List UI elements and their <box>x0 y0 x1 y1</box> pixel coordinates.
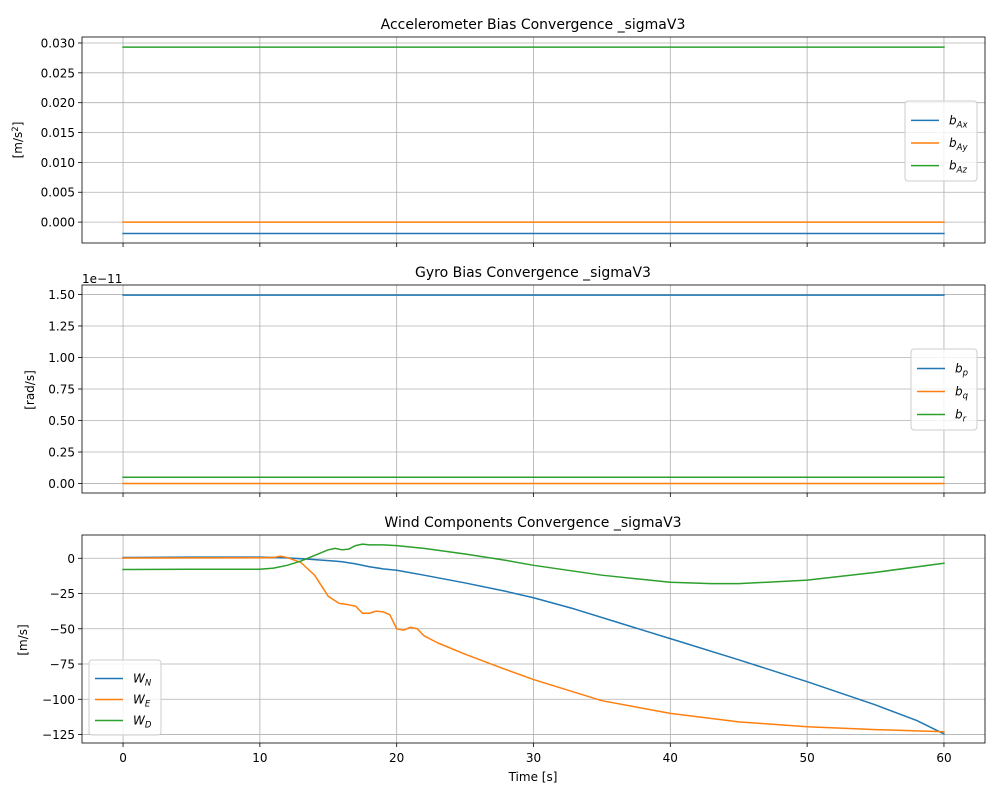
y-axis-label: [rad/s] <box>23 370 37 410</box>
chart-title: Gyro Bias Convergence _sigmaV3 <box>415 265 651 281</box>
legend: WN WE WD <box>88 659 162 736</box>
x-axis-label: Time [s] <box>508 770 558 784</box>
y-tick-label: −25 <box>50 587 75 601</box>
legend-label-bAz: bAz <box>949 159 967 176</box>
y-tick-label: −75 <box>50 658 75 672</box>
y-tick-label: −125 <box>42 728 75 742</box>
y-tick-label: 0.00 <box>48 477 75 491</box>
y-tick-label: 0.25 <box>48 446 75 460</box>
x-tick-label: 40 <box>663 751 678 765</box>
y-tick-label: 0.000 <box>41 216 75 230</box>
y-tick-label: −100 <box>42 693 75 707</box>
chart-title: Accelerometer Bias Convergence _sigmaV3 <box>381 17 686 33</box>
y-axis-label: [m/s] <box>16 624 30 655</box>
y-axis-offset-label: 1e−11 <box>82 272 122 286</box>
x-tick-label: 20 <box>389 751 404 765</box>
ticks: 0.00 0.25 0.50 0.75 1.00 1.25 1.50 <box>48 288 945 497</box>
chart-title: Wind Components Convergence _sigmaV3 <box>384 515 681 531</box>
legend-frame <box>910 348 978 431</box>
ticks: 0.000 0.005 0.010 0.015 0.020 0.025 0.030 <box>41 36 945 247</box>
y-tick-label: 0.025 <box>41 66 75 80</box>
y-axis-label-end: ] <box>11 122 25 127</box>
gyro-bias-panel: Gyro Bias Convergence _sigmaV3 1e−11 [ra… <box>23 265 986 497</box>
y-tick-label: 0.010 <box>41 156 75 170</box>
series-group <box>122 46 945 235</box>
wind-components-panel: Wind Components Convergence _sigmaV3 [m/… <box>16 515 986 784</box>
x-tick-label: 50 <box>799 751 814 765</box>
y-axis-label-main: [m/s <box>11 132 25 159</box>
y-axis-label: [m/s2] <box>11 122 25 159</box>
y-tick-label: 0.015 <box>41 126 75 140</box>
legend-label-br: br <box>955 408 967 425</box>
x-tick-label: 10 <box>252 751 267 765</box>
y-tick-label: 0 <box>67 552 75 566</box>
legend-label-WN: WN <box>133 672 152 689</box>
series-group <box>122 294 945 485</box>
series-group <box>122 543 945 735</box>
x-tick-label: 0 <box>119 751 127 765</box>
y-tick-label: −50 <box>50 622 75 636</box>
y-tick-label: 0.005 <box>41 186 75 200</box>
legend-label-bp: bp <box>955 362 968 379</box>
series-line-WE <box>122 555 945 733</box>
y-tick-label: 1.25 <box>48 319 75 333</box>
y-tick-label: 0.030 <box>41 36 75 50</box>
x-tick-label: 60 <box>936 751 951 765</box>
legend-label-bq: bq <box>955 385 969 402</box>
accelerometer-bias-panel: Accelerometer Bias Convergence _sigmaV3 … <box>11 17 986 247</box>
y-tick-label: 0.50 <box>48 414 75 428</box>
y-tick-label: 1.00 <box>48 351 75 365</box>
legend-label-bAx: bAx <box>949 113 968 130</box>
series-line-WD <box>122 543 945 585</box>
x-tick-label: 30 <box>526 751 541 765</box>
legend: bp bq br <box>910 348 978 431</box>
ticks: 0 10 20 30 40 50 60 −125 −100 −75 −50 −25 0 <box>42 552 952 765</box>
legend: bAx bAy bAz <box>904 100 978 182</box>
legend-label-WE: WE <box>133 693 151 710</box>
y-tick-label: 0.020 <box>41 96 75 110</box>
y-tick-label: 1.50 <box>48 288 75 302</box>
y-axis-label-superscript: 2 <box>11 126 21 131</box>
legend-label-WD: WD <box>133 714 152 731</box>
legend-label-bAy: bAy <box>949 136 968 153</box>
y-tick-label: 0.75 <box>48 383 75 397</box>
